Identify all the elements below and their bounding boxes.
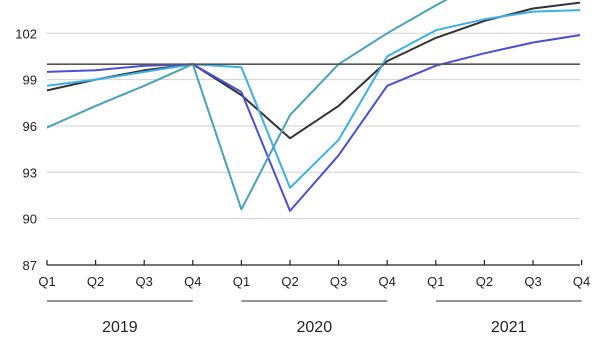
series-lines — [47, 0, 580, 212]
x-axis: Q1 Q2 Q3 Q4 Q1 Q2 Q3 Q4 Q1 Q2 Q3 Q4 — [38, 260, 590, 289]
year-group-label: 2021 — [491, 319, 527, 336]
x-tick-label: Q2 — [281, 274, 298, 289]
x-tick-label: Q1 — [38, 274, 55, 289]
x-tick-label: Q4 — [184, 274, 201, 289]
x-tick-label: Q2 — [476, 274, 493, 289]
gridlines — [47, 32, 580, 220]
x-tick-label: Q3 — [330, 274, 347, 289]
y-tick-label: 102 — [15, 26, 37, 41]
y-tick-label: 90 — [23, 212, 37, 227]
x-tick-label: Q4 — [573, 274, 590, 289]
year-group-label: 2019 — [102, 319, 138, 336]
series-line-2 — [47, 9, 580, 189]
series-line-1 — [47, 1, 580, 140]
y-axis-tick-labels: 87 90 93 96 99 102 — [15, 26, 37, 273]
x-tick-label: Q2 — [87, 274, 104, 289]
x-tick-label: Q1 — [427, 274, 444, 289]
y-tick-label: 93 — [23, 165, 37, 180]
y-tick-label: 96 — [23, 119, 37, 134]
x-tick-label: Q4 — [379, 274, 396, 289]
y-tick-label: 87 — [23, 258, 37, 273]
series-line-3 — [47, 34, 580, 212]
x-tick-label: Q3 — [524, 274, 541, 289]
series-line-4 — [47, 0, 448, 211]
year-groups: 2019 2020 2021 — [47, 300, 582, 336]
y-tick-label: 99 — [23, 73, 37, 88]
year-group-label: 2020 — [297, 319, 333, 336]
x-tick-label: Q1 — [233, 274, 250, 289]
x-tick-label: Q3 — [136, 274, 153, 289]
